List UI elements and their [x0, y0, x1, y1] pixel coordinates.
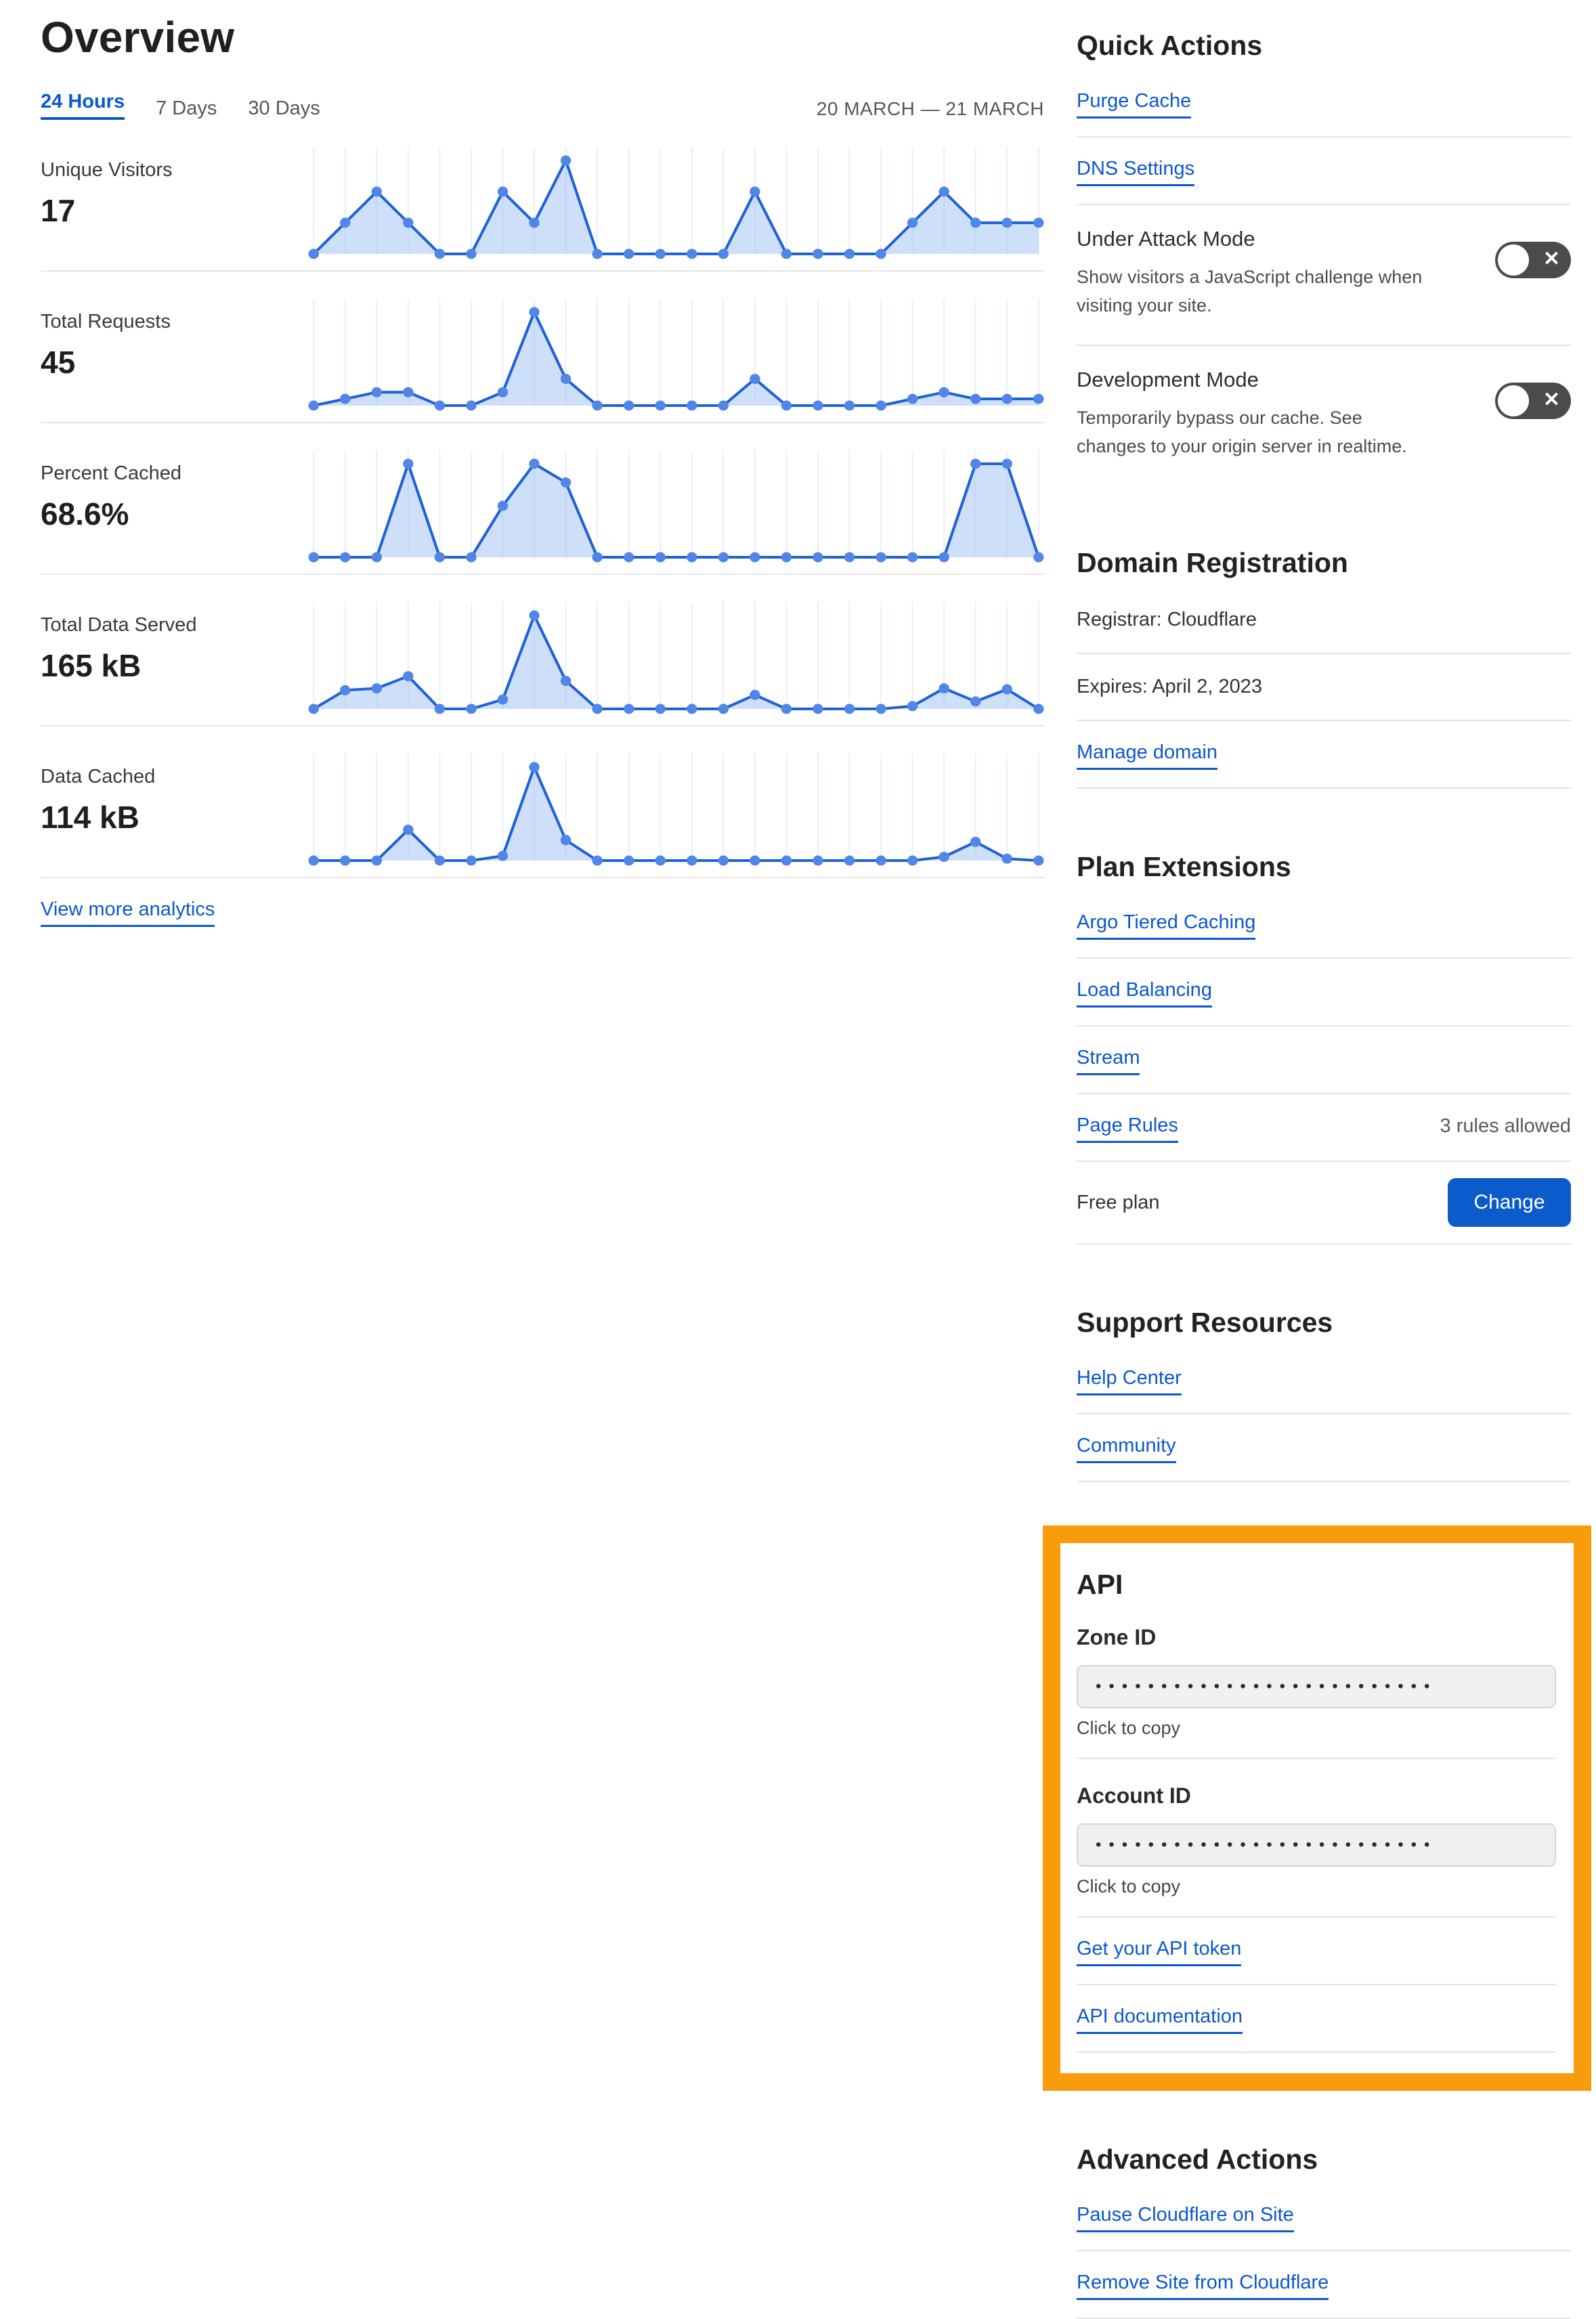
tab-7-days[interactable]: 7 Days — [156, 97, 217, 119]
tab-30-days[interactable]: 30 Days — [248, 97, 320, 119]
manage-domain-link[interactable]: Manage domain — [1077, 741, 1217, 771]
metric-value: 68.6% — [41, 496, 129, 532]
metric-info: Unique Visitors 17 — [41, 144, 308, 229]
toggle-knob — [1498, 244, 1529, 276]
tab-24-hours[interactable]: 24 Hours — [41, 91, 125, 120]
view-more-analytics-link[interactable]: View more analytics — [41, 898, 215, 927]
under-attack-description: Show visitors a JavaScript challenge whe… — [1077, 267, 1423, 316]
metric-info: Percent Cached 68.6% — [41, 448, 308, 532]
page-rules-row: Page Rules 3 rules allowed — [1077, 1094, 1571, 1163]
development-mode-row: Development Mode Temporarily bypass our … — [1077, 346, 1571, 485]
load-balancing-row: Load Balancing — [1077, 959, 1571, 1027]
metric-label: Total Requests — [41, 311, 171, 332]
total-requests-chart — [308, 299, 1044, 411]
stream-row: Stream — [1077, 1026, 1571, 1095]
get-api-token-link[interactable]: Get your API token — [1077, 1938, 1242, 1967]
purge-cache-link[interactable]: Purge Cache — [1077, 90, 1192, 118]
metric-row-data-cached: Data Cached 114 kB — [41, 727, 1044, 878]
page-rules-link[interactable]: Page Rules — [1077, 1114, 1178, 1144]
metric-info: Total Data Served 165 kB — [41, 599, 308, 684]
api-docs-row: API documentation — [1077, 1985, 1556, 2054]
remove-site-row: Remove Site from Cloudflare — [1077, 2251, 1571, 2319]
purge-cache-row: Purge Cache — [1077, 70, 1571, 137]
under-attack-title: Under Attack Mode — [1077, 227, 1255, 251]
api-heading: API — [1077, 1569, 1123, 1601]
change-plan-button[interactable]: Change — [1448, 1178, 1571, 1228]
zone-id-label: Zone ID — [1077, 1625, 1157, 1650]
help-center-row: Help Center — [1077, 1347, 1571, 1415]
toggle-off-x-icon: ✕ — [1543, 248, 1560, 270]
account-id-masked-value: •••••••••••••••••••••••••• — [1096, 1836, 1438, 1855]
under-attack-toggle[interactable]: ✕ — [1495, 242, 1571, 278]
account-id-field[interactable]: •••••••••••••••••••••••••• — [1077, 1823, 1556, 1867]
dns-settings-link[interactable]: DNS Settings — [1077, 158, 1195, 186]
development-mode-text: Development Mode Temporarily bypass our … — [1077, 368, 1429, 461]
metric-row-unique-visitors: Unique Visitors 17 — [41, 120, 1044, 272]
api-token-row: Get your API token — [1077, 1917, 1556, 1986]
development-mode-title: Development Mode — [1077, 367, 1259, 391]
remove-site-link[interactable]: Remove Site from Cloudflare — [1077, 2272, 1329, 2301]
toggle-knob — [1498, 385, 1529, 416]
plan-extensions-heading: Plan Extensions — [1077, 851, 1291, 883]
account-id-label: Account ID — [1077, 1783, 1191, 1808]
page-rules-allowance: 3 rules allowed — [1440, 1115, 1571, 1137]
account-id-copy-hint: Click to copy — [1077, 1876, 1556, 1918]
sidebar: Quick Actions Purge Cache DNS Settings U… — [1043, 12, 1591, 2319]
argo-tiered-caching-link[interactable]: Argo Tiered Caching — [1077, 911, 1256, 940]
time-range-tabs: 24 Hours 7 Days 30 Days 20 MARCH — 21 MA… — [41, 91, 1044, 120]
help-center-link[interactable]: Help Center — [1077, 1367, 1182, 1396]
metric-info: Total Requests 45 — [41, 296, 308, 381]
data-cached-chart — [308, 754, 1044, 866]
zone-id-copy-hint: Click to copy — [1077, 1718, 1556, 1760]
zone-id-masked-value: •••••••••••••••••••••••••• — [1096, 1677, 1438, 1696]
plan-row: Free plan Change — [1077, 1162, 1571, 1245]
api-panel-highlight: API Zone ID •••••••••••••••••••••••••• C… — [1043, 1525, 1591, 2092]
metric-value: 45 — [41, 345, 76, 380]
registrar-row: Registrar: Cloudflare — [1077, 587, 1571, 655]
development-mode-description: Temporarily bypass our cache. See change… — [1077, 407, 1407, 456]
page-title: Overview — [41, 13, 235, 62]
metric-label: Data Cached — [41, 766, 156, 787]
development-mode-toggle[interactable]: ✕ — [1495, 382, 1571, 419]
total-data-served-chart — [308, 602, 1044, 714]
metric-label: Percent Cached — [41, 462, 181, 484]
stream-link[interactable]: Stream — [1077, 1047, 1140, 1076]
metric-label: Total Data Served — [41, 614, 197, 636]
metric-row-total-data-served: Total Data Served 165 kB — [41, 575, 1044, 727]
pause-cloudflare-row: Pause Cloudflare on Site — [1077, 2184, 1571, 2252]
metric-row-total-requests: Total Requests 45 — [41, 272, 1044, 423]
under-attack-mode-row: Under Attack Mode Show visitors a JavaSc… — [1077, 205, 1571, 346]
dns-settings-row: DNS Settings — [1077, 137, 1571, 205]
toggle-off-x-icon: ✕ — [1543, 388, 1560, 411]
metric-value: 114 kB — [41, 800, 139, 835]
metric-row-percent-cached: Percent Cached 68.6% — [41, 423, 1044, 575]
api-documentation-link[interactable]: API documentation — [1077, 2006, 1243, 2035]
date-range: 20 MARCH — 21 MARCH — [816, 98, 1044, 119]
load-balancing-link[interactable]: Load Balancing — [1077, 979, 1212, 1008]
metric-label: Unique Visitors — [41, 159, 173, 181]
domain-registration-heading: Domain Registration — [1077, 547, 1348, 579]
metric-value: 165 kB — [41, 648, 142, 683]
analytics-column: Overview 24 Hours 7 Days 30 Days 20 MARC… — [41, 12, 1044, 2319]
quick-actions-heading: Quick Actions — [1077, 30, 1263, 61]
community-link[interactable]: Community — [1077, 1435, 1176, 1464]
advanced-actions-heading: Advanced Actions — [1077, 2144, 1318, 2175]
unique-visitors-chart — [308, 147, 1044, 259]
percent-cached-chart — [308, 450, 1044, 563]
plan-label: Free plan — [1077, 1191, 1160, 1213]
pause-cloudflare-link[interactable]: Pause Cloudflare on Site — [1077, 2204, 1294, 2233]
argo-row: Argo Tiered Caching — [1077, 891, 1571, 959]
metric-info: Data Cached 114 kB — [41, 751, 308, 836]
expires-row: Expires: April 2, 2023 — [1077, 654, 1571, 722]
view-more-row: View more analytics — [41, 878, 1044, 947]
community-row: Community — [1077, 1414, 1571, 1483]
under-attack-text: Under Attack Mode Show visitors a JavaSc… — [1077, 227, 1429, 320]
support-resources-heading: Support Resources — [1077, 1307, 1333, 1339]
metric-value: 17 — [41, 193, 76, 228]
zone-id-field[interactable]: •••••••••••••••••••••••••• — [1077, 1665, 1556, 1709]
manage-domain-row: Manage domain — [1077, 721, 1571, 789]
